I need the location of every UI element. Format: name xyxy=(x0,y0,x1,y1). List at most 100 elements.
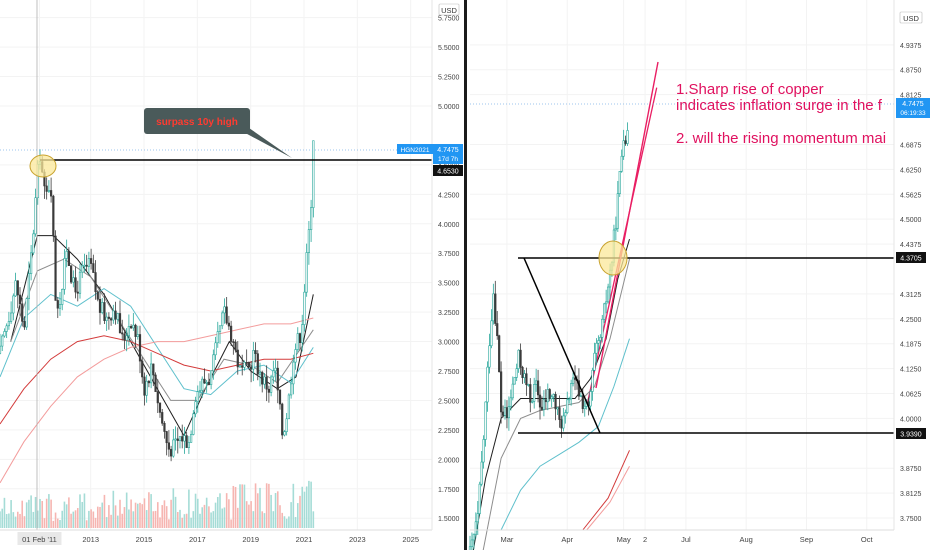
right-chart-panel[interactable]: 1.Sharp rise of copper indicates inflati… xyxy=(468,0,932,550)
right-level-badge-lower[interactable]: 3.9390 xyxy=(896,428,926,439)
candle-body xyxy=(482,439,485,463)
volume-bar xyxy=(292,483,295,528)
left-symbol-badge[interactable]: HGN2021 xyxy=(397,144,433,154)
candle-body xyxy=(531,400,534,403)
candle-body xyxy=(606,286,610,303)
candle-body xyxy=(172,439,175,457)
volume-bar xyxy=(216,497,219,528)
candle-body xyxy=(496,323,499,337)
candle-body xyxy=(566,399,569,413)
x-tick-label: 2021 xyxy=(296,535,313,544)
candle-body xyxy=(292,361,295,385)
candle-body xyxy=(214,342,217,356)
volume-bar xyxy=(303,491,306,528)
candle-body xyxy=(192,413,195,435)
annotation-line-2[interactable]: indicates inflation surge in the f xyxy=(676,97,883,114)
candle-body xyxy=(296,333,299,350)
volume-bar xyxy=(276,491,279,528)
candle-body xyxy=(143,376,146,396)
right-price-badge[interactable]: 4.7475 06:19:33 xyxy=(896,98,930,118)
candle-body xyxy=(141,360,144,378)
candle-body xyxy=(533,384,536,402)
left-level-badge[interactable]: 4.6530 xyxy=(433,165,463,176)
volume-bar xyxy=(301,486,304,528)
volume-bar xyxy=(230,519,232,528)
candle-body xyxy=(256,353,259,375)
candle-body xyxy=(45,185,48,192)
candle-body xyxy=(194,401,197,415)
candle-body xyxy=(134,324,137,337)
volume-bar xyxy=(241,484,244,528)
candle-body xyxy=(210,370,213,385)
y-tick-label: 5.2500 xyxy=(438,75,460,82)
candle-body xyxy=(63,258,66,290)
candle-body xyxy=(515,368,518,378)
y-tick-label: 4.0000 xyxy=(438,222,460,229)
candle-body xyxy=(158,402,162,413)
annotation-line-1[interactable]: 1.Sharp rise of copper xyxy=(676,81,824,98)
left-candles xyxy=(0,140,315,462)
candle-body xyxy=(110,318,113,321)
candle-body xyxy=(312,140,315,208)
candle-body xyxy=(7,321,10,327)
candle-body xyxy=(196,391,199,402)
candle-body xyxy=(513,377,516,385)
volume-bar xyxy=(183,514,186,528)
candle-body xyxy=(232,341,235,343)
right-triangle-pattern[interactable] xyxy=(523,257,601,434)
left-price-badge[interactable]: 4.7475 17d 7h xyxy=(433,144,463,164)
left-callout[interactable]: surpass 10y high xyxy=(144,108,292,158)
volume-bar xyxy=(105,517,108,528)
volume-bar xyxy=(123,507,126,528)
x-tick-label: 2013 xyxy=(82,535,99,544)
volume-bar xyxy=(130,499,132,528)
candle-body xyxy=(121,332,124,335)
right-level-badge-upper[interactable]: 4.3705 xyxy=(896,252,926,263)
annotation-line-3[interactable]: 2. will the rising momentum mai xyxy=(676,130,886,147)
volume-bar xyxy=(254,483,257,528)
left-currency-label[interactable]: USD xyxy=(438,3,460,16)
candle-body xyxy=(603,303,606,320)
candle-body xyxy=(558,407,561,420)
candle-body xyxy=(294,349,297,363)
candle-body xyxy=(67,250,70,266)
x-tick-label: 2 xyxy=(643,535,647,544)
volume-bar xyxy=(232,485,235,528)
volume-bar xyxy=(56,518,59,528)
panel-divider[interactable] xyxy=(464,0,467,550)
candle-body xyxy=(278,389,282,405)
candle-body xyxy=(132,324,135,329)
candle-body xyxy=(472,533,475,541)
left-chart-panel[interactable]: surpass 10y high 01 Feb '11 2013 2015 2017 2… xyxy=(0,0,463,545)
volume-bar xyxy=(23,516,26,528)
candle-body xyxy=(310,207,313,230)
volume-bar xyxy=(139,502,141,528)
candle-body xyxy=(484,401,487,440)
left-callout-box xyxy=(144,108,250,134)
right-rising-trendline[interactable] xyxy=(595,61,659,389)
candle-body xyxy=(486,366,489,403)
volume-bar xyxy=(290,502,292,528)
volume-bar xyxy=(108,505,110,528)
candle-body xyxy=(152,363,155,376)
volume-bar xyxy=(163,500,166,528)
volume-bar xyxy=(0,511,1,528)
right-highlight-ellipse[interactable] xyxy=(598,240,628,276)
candle-body xyxy=(274,367,277,372)
volume-bar xyxy=(288,516,290,528)
left-highlight-ellipse[interactable] xyxy=(29,154,57,178)
candle-body xyxy=(176,438,179,441)
candle-body xyxy=(270,376,273,393)
left-symbol-text: HGN2021 xyxy=(401,147,430,154)
candle-body xyxy=(154,374,157,392)
volume-bar xyxy=(83,493,86,528)
volume-bar xyxy=(185,513,188,528)
candle-body xyxy=(245,362,248,364)
volume-bar xyxy=(112,490,115,528)
right-currency-label[interactable]: USD xyxy=(899,11,923,24)
volume-bar xyxy=(1,508,4,528)
y-tick-label: 2.2500 xyxy=(438,428,460,435)
volume-bar xyxy=(154,510,157,528)
volume-bar xyxy=(308,480,310,528)
volume-bar xyxy=(234,486,237,528)
